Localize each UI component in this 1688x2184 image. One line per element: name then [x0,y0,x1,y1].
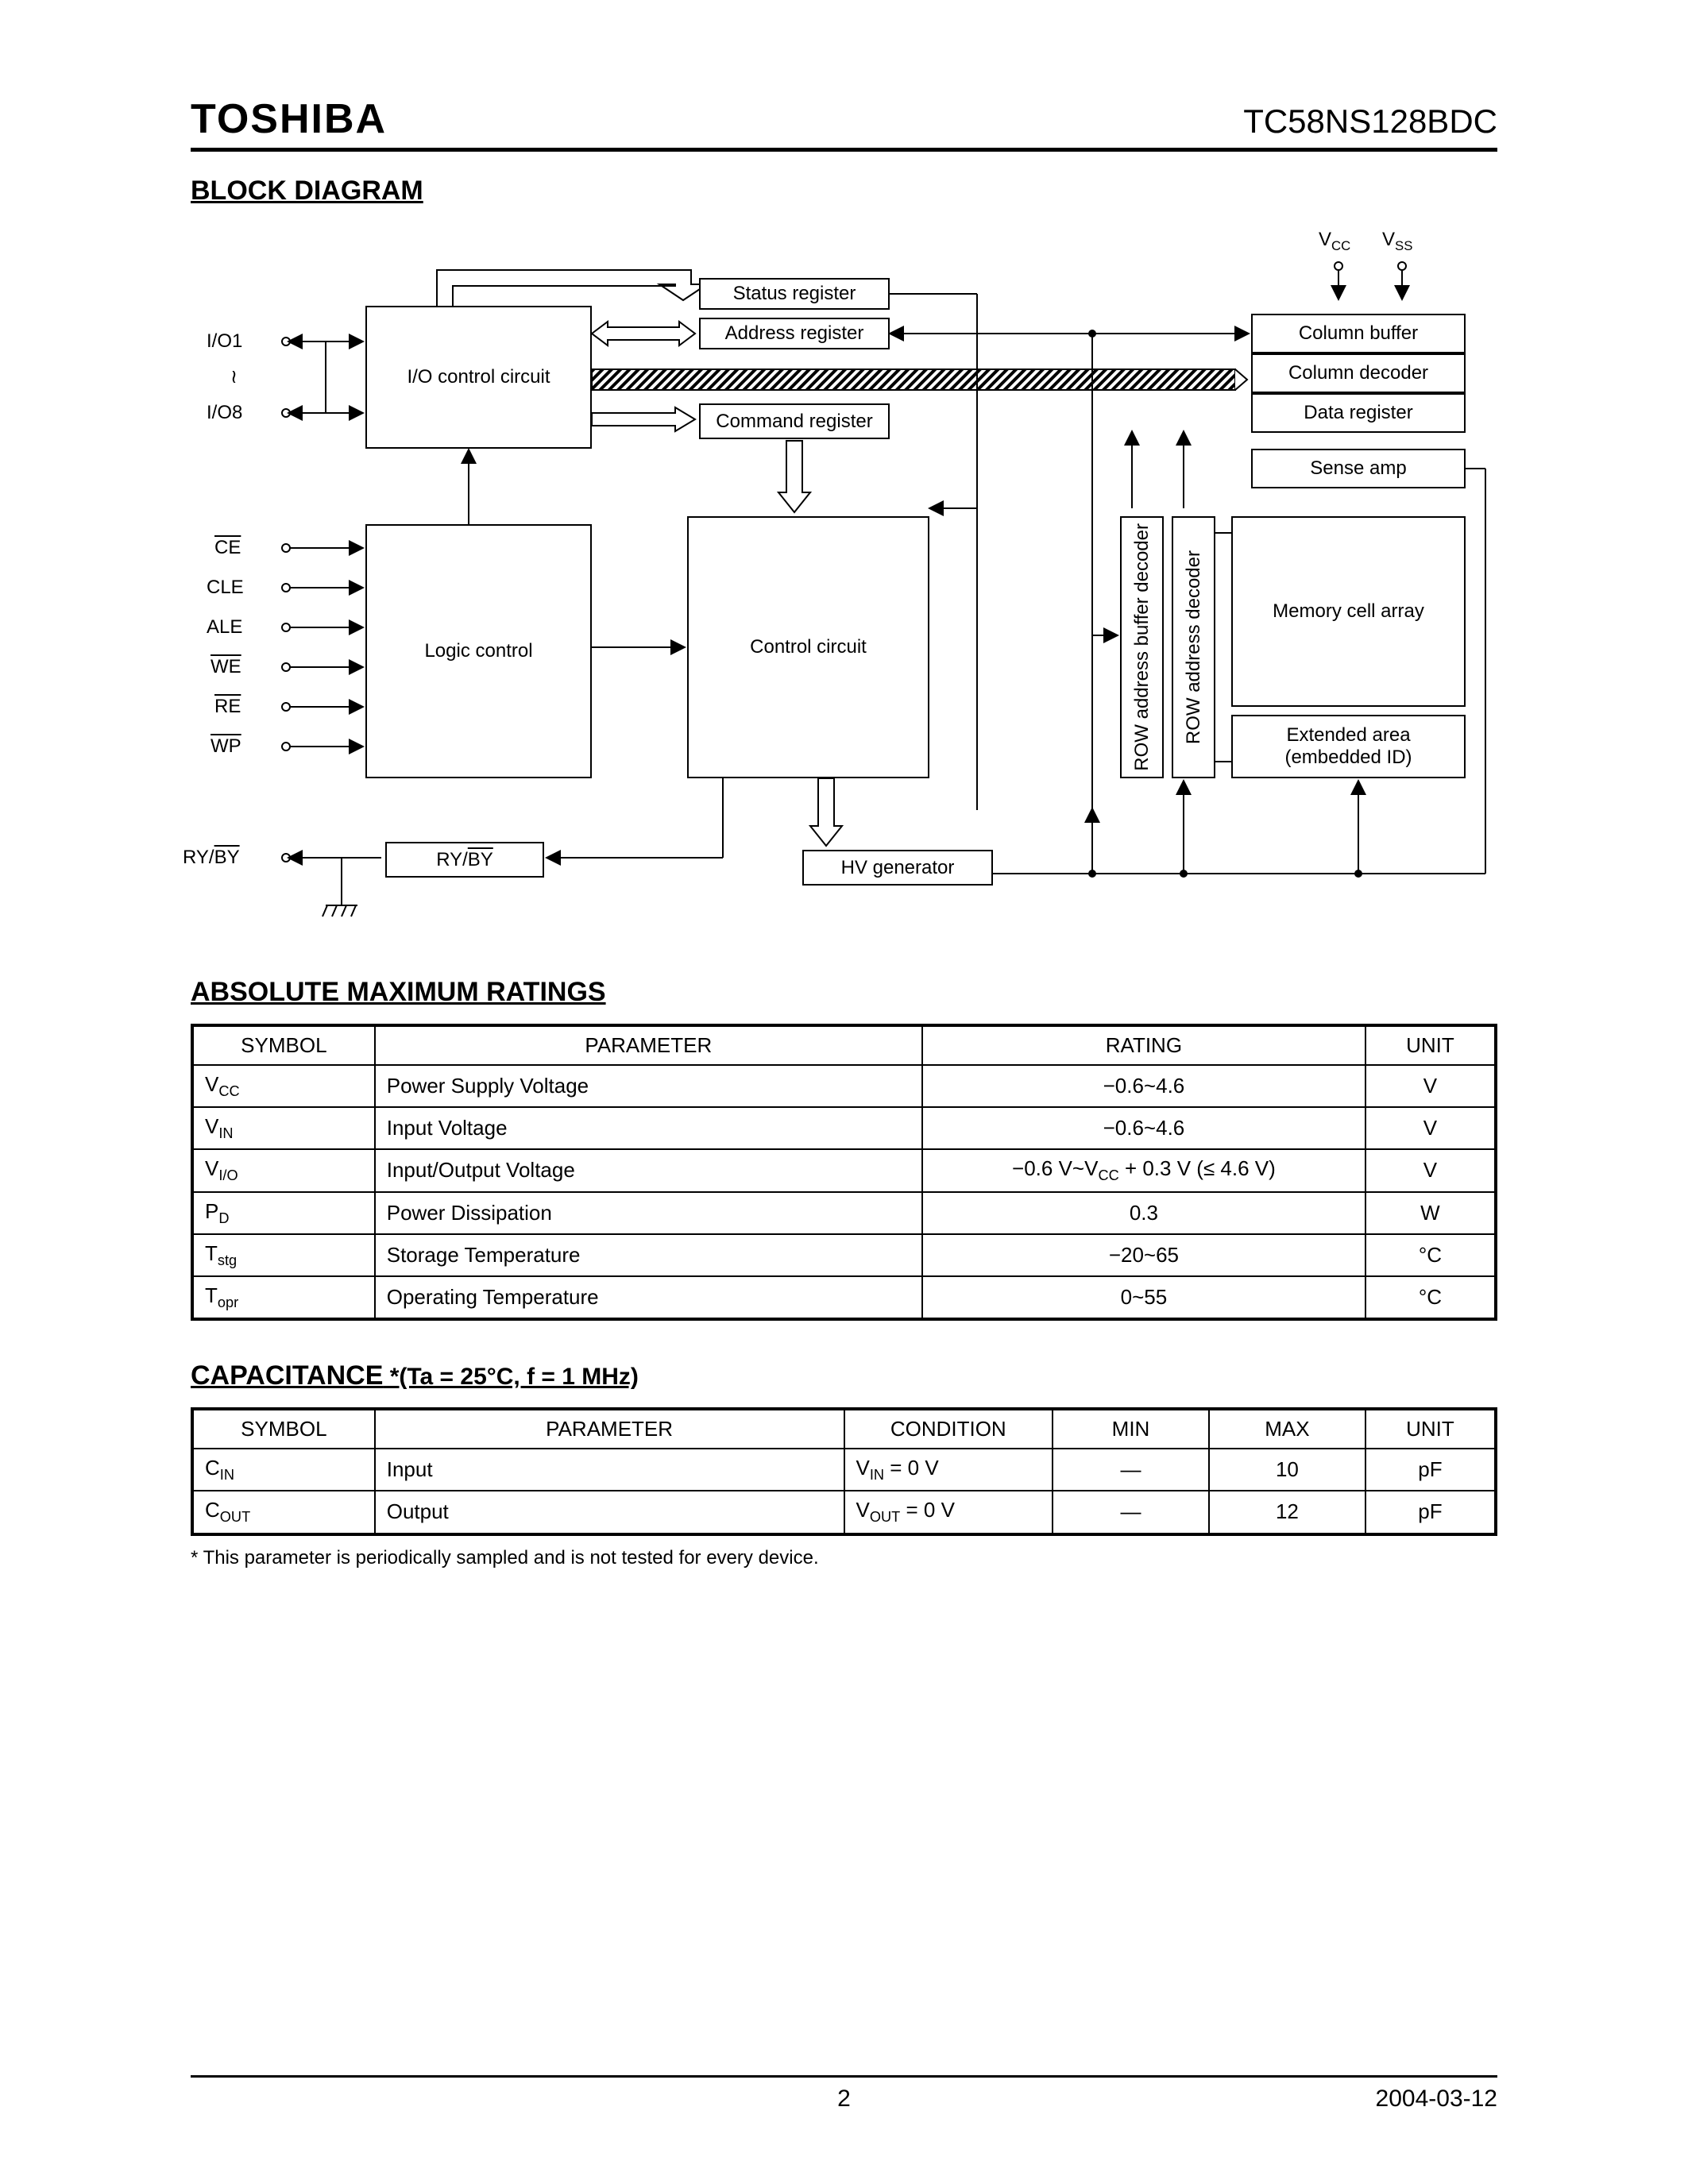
table-row: CINInputVIN = 0 V—10pF [192,1449,1496,1491]
section-block-diagram: BLOCK DIAGRAM [191,176,1497,206]
company-name: TOSHIBA [191,95,387,143]
cap-col-symbol: SYMBOL [192,1409,375,1449]
block-sense-amp: Sense amp [1251,449,1466,488]
cap-col-unit: UNIT [1365,1409,1496,1449]
cap-col-condition: CONDITION [844,1409,1053,1449]
block-memory-cell-array: Memory cell array [1231,516,1466,707]
block-row-address-decoder: ROW address decoder [1172,516,1215,778]
block-row-address-buffer: ROW address buffer decoder [1120,516,1164,778]
part-number: TC58NS128BDC [1243,102,1497,141]
block-logic-control: Logic control [365,524,592,778]
table-row: PDPower Dissipation0.3W [192,1192,1496,1234]
block-io-control: I/O control circuit [365,306,592,449]
section-abs-max: ABSOLUTE MAXIMUM RATINGS [191,977,1497,1008]
pin-vss: VSS [1382,229,1412,254]
abs-col-rating: RATING [922,1025,1365,1065]
block-diagram: I/O1 ≀ I/O8 CE CLE ALE WE RE WP RY/BY VC… [230,254,1501,945]
pin-ce: CE [214,537,241,559]
abs-col-unit: UNIT [1365,1025,1496,1065]
table-row: COUTOutputVOUT = 0 V—12pF [192,1491,1496,1534]
pin-wavy: ≀ [230,365,238,388]
cap-col-min: MIN [1053,1409,1209,1449]
block-address-register: Address register [699,318,890,349]
table-abs-max: SYMBOL PARAMETER RATING UNIT VCCPower Su… [191,1024,1497,1321]
block-status-register: Status register [699,278,890,310]
cap-col-parameter: PARAMETER [375,1409,844,1449]
page-header: TOSHIBA TC58NS128BDC [191,95,1497,152]
block-control-circuit: Control circuit [687,516,929,778]
pin-we: WE [211,656,241,678]
capacitance-footnote: * This parameter is periodically sampled… [191,1547,1497,1569]
table-row: VINInput Voltage−0.6~4.6V [192,1107,1496,1149]
block-column-buffer: Column buffer [1251,314,1466,353]
block-column-decoder: Column decoder [1251,353,1466,393]
table-row: VCCPower Supply Voltage−0.6~4.6V [192,1065,1496,1107]
cap-col-max: MAX [1209,1409,1365,1449]
block-hv-generator: HV generator [802,850,993,886]
pin-ryby: RY/BY [183,847,240,869]
abs-col-parameter: PARAMETER [375,1025,922,1065]
table-row: VI/OInput/Output Voltage−0.6 V~VCC + 0.3… [192,1149,1496,1191]
pin-vcc: VCC [1319,229,1350,254]
table-row: TstgStorage Temperature−20~65°C [192,1234,1496,1276]
pin-io1: I/O1 [207,330,242,353]
block-data-register: Data register [1251,393,1466,433]
table-capacitance: SYMBOL PARAMETER CONDITION MIN MAX UNIT … [191,1407,1497,1535]
footer-date: 2004-03-12 [1376,2086,1497,2113]
pin-cle: CLE [207,577,244,599]
block-row-bus [1215,532,1231,762]
pin-ale: ALE [207,616,242,639]
pin-io8: I/O8 [207,402,242,424]
pin-re: RE [214,696,241,718]
block-command-register: Command register [699,403,890,439]
abs-col-symbol: SYMBOL [192,1025,375,1065]
section-capacitance: CAPACITANCE *(Ta = 25°C, f = 1 MHz) [191,1360,1497,1391]
block-ryby: RY/BY [385,842,544,878]
page-footer: 2 2004-03-12 [191,2075,1497,2113]
table-row: ToprOperating Temperature0~55°C [192,1276,1496,1319]
footer-page: 2 [837,2086,851,2113]
pin-wp: WP [211,735,241,758]
block-extended-area: Extended area (embedded ID) [1231,715,1466,778]
